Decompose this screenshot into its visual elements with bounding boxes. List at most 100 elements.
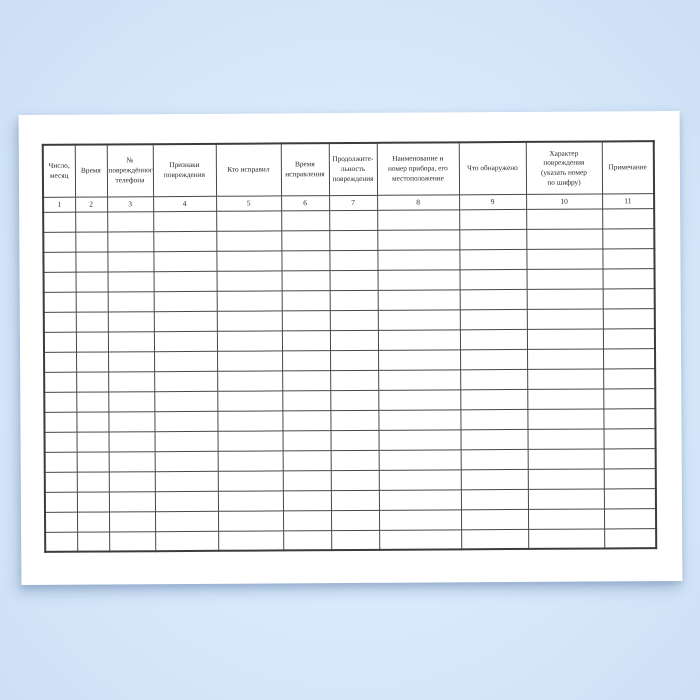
table-cell	[378, 349, 461, 370]
table-cell	[602, 328, 656, 349]
table-cell	[459, 328, 528, 350]
table-cell	[216, 210, 282, 231]
table-cell	[603, 348, 656, 369]
table-cell	[107, 291, 154, 312]
table-cell	[154, 510, 219, 532]
table-header: Число, месяц Время № повреждённого телеф…	[42, 141, 655, 212]
table-cell	[216, 330, 283, 351]
table-cell	[44, 471, 77, 492]
table-cell	[329, 289, 378, 311]
table-cell	[44, 371, 77, 392]
table-cell	[216, 310, 282, 331]
table-cell	[75, 311, 108, 332]
table-cell	[330, 469, 379, 491]
table-cell	[76, 451, 109, 472]
table-cell	[527, 408, 604, 429]
table-cell	[153, 310, 217, 332]
table-cell	[109, 531, 156, 552]
table-cell	[602, 248, 655, 269]
table-cell	[43, 231, 76, 252]
table-cell	[217, 450, 283, 471]
table-cell	[216, 290, 282, 311]
table-cell	[217, 390, 283, 411]
table-cell	[282, 470, 331, 491]
column-header-damage-signs: Признаки повреждения	[152, 143, 217, 197]
table-cell	[330, 389, 379, 411]
table-cell	[44, 411, 77, 432]
table-cell	[107, 311, 154, 332]
column-header-damage-nature: Характер повреждения (указать номер по ш…	[525, 141, 603, 194]
table-cell	[281, 270, 330, 291]
table-cell	[603, 468, 656, 489]
table-cell	[378, 389, 461, 410]
table-cell	[108, 351, 155, 372]
table-cell	[108, 491, 155, 512]
table-cell	[603, 448, 656, 469]
table-cell	[76, 431, 109, 452]
table-cell	[527, 428, 604, 449]
table-cell	[76, 471, 109, 492]
table-cell	[107, 251, 154, 272]
table-cell	[154, 350, 218, 372]
table-cell	[282, 350, 331, 371]
table-cell	[378, 509, 462, 530]
table-cell	[282, 490, 331, 511]
table-cell	[76, 411, 109, 432]
table-cell	[75, 271, 108, 292]
table-cell	[107, 331, 155, 352]
table-cell	[330, 489, 379, 511]
table-cell	[329, 269, 378, 291]
table-cell	[460, 368, 528, 390]
table-cell	[108, 431, 155, 452]
column-header-fix-time: Время исправления	[280, 143, 330, 196]
table-cell	[460, 428, 528, 450]
table-row	[45, 528, 657, 552]
table-cell	[76, 511, 110, 532]
table-cell	[603, 368, 656, 389]
damage-log-table: Число, месяц Время № повреждённого телеф…	[41, 140, 658, 553]
table-cell	[526, 248, 603, 269]
table-cell	[377, 249, 460, 270]
table-cell	[526, 308, 603, 329]
table-cell	[459, 208, 527, 230]
table-cell	[155, 530, 219, 552]
column-header-note: Примечание	[601, 141, 655, 194]
table-cell	[108, 371, 155, 392]
table-cell	[526, 288, 603, 309]
table-cell	[283, 530, 332, 551]
table-cell	[217, 470, 283, 491]
table-cell	[329, 309, 378, 331]
table-cell	[282, 450, 331, 471]
table-cell	[154, 450, 218, 472]
column-number: 9	[459, 193, 527, 210]
table-cell	[460, 488, 528, 510]
table-cell	[602, 228, 655, 249]
table-cell	[331, 529, 380, 551]
column-number: 8	[377, 194, 460, 210]
table-cell	[217, 350, 283, 371]
table-cell	[281, 210, 330, 231]
table-cell	[154, 490, 218, 512]
table-cell	[108, 391, 155, 412]
table-cell	[330, 429, 379, 451]
table-cell	[153, 230, 217, 252]
column-header-duration: Продолжите- льность повреждения	[328, 142, 378, 196]
table-cell	[44, 391, 77, 412]
table-cell	[526, 328, 604, 349]
table-cell	[459, 248, 527, 270]
table-cell	[75, 291, 108, 312]
table-cell	[43, 211, 76, 232]
table-cell	[153, 210, 217, 232]
table-cell	[460, 508, 529, 530]
table-cell	[44, 431, 77, 452]
table-cell	[528, 528, 605, 549]
table-cell	[330, 509, 380, 531]
table-cell	[460, 348, 528, 370]
table-cell	[527, 348, 604, 369]
table-cell	[378, 429, 461, 450]
table-cell	[216, 250, 282, 271]
table-cell	[527, 388, 604, 409]
table-cell	[329, 229, 378, 251]
table-cell	[378, 489, 461, 510]
column-header-time: Время	[74, 144, 108, 197]
